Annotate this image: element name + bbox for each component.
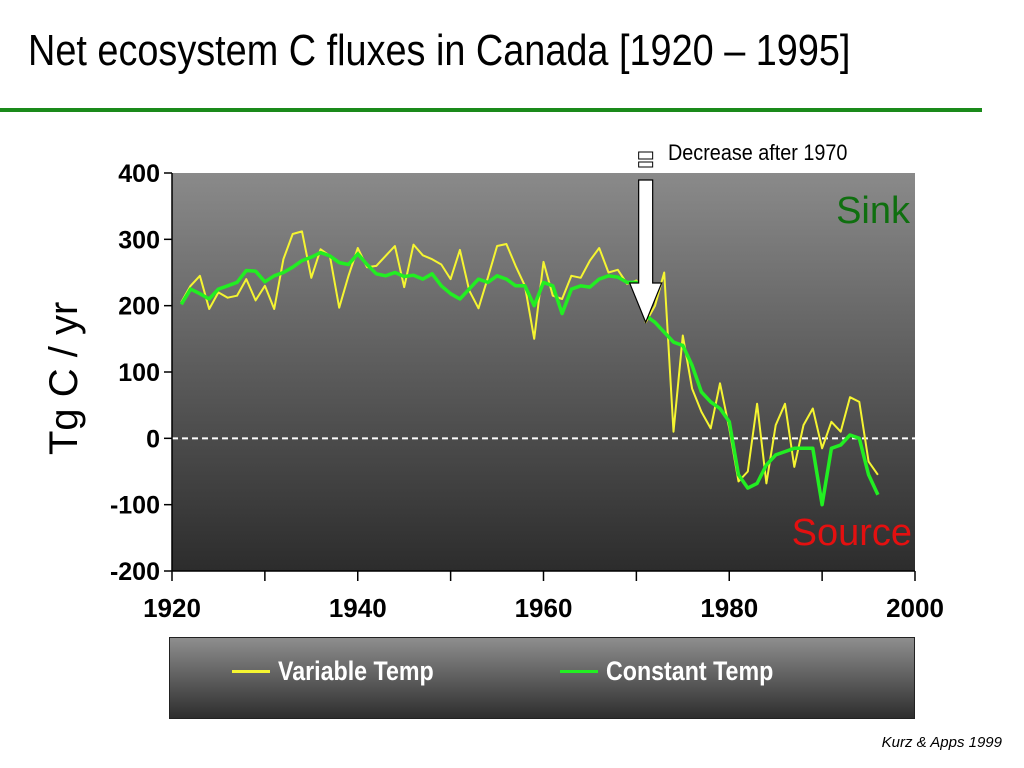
legend-swatch-variable-temp [232,670,270,673]
source-credit: Kurz & Apps 1999 [881,734,1002,751]
arrow-dash [638,161,654,168]
y-tick-label: 0 [146,425,160,453]
y-tick-label: -100 [110,492,160,520]
arrow-body [628,179,663,324]
x-axis: 1920 1940 1960 1980 2000 [143,571,944,623]
x-tick-label: 1960 [515,593,573,623]
x-tick-label: 1980 [700,593,758,623]
y-tick-label: 400 [118,160,160,188]
source-label: Source [791,512,912,554]
y-axis-label: Tg C / yr [42,301,86,455]
legend: Variable Temp Constant Temp [169,637,915,719]
plot-area [172,173,915,571]
sink-label: Sink [836,190,910,232]
series-layer [179,230,880,507]
x-tick-label: 1940 [329,593,387,623]
decrease-annotation: Decrease after 1970 [668,140,848,165]
y-axis: 400 300 200 100 0 -100 -200 [110,160,172,586]
slide-title: Net ecosystem C fluxes in Canada [1920 –… [28,26,851,75]
series-line-constant-temp [179,250,880,507]
legend-label-variable-temp: Variable Temp [278,656,434,686]
title-rule [0,108,982,112]
y-tick-label: -200 [110,558,160,586]
y-tick-label: 300 [118,226,160,254]
legend-swatch-constant-temp [560,670,598,673]
y-tick-label: 200 [118,293,160,321]
arrow-dash [638,151,654,160]
x-tick-label: 2000 [886,593,944,623]
legend-item-constant-temp: Constant Temp [560,656,801,687]
x-tick-label: 1920 [143,593,201,623]
decrease-arrow [628,151,663,324]
legend-label-constant-temp: Constant Temp [606,656,774,686]
y-tick-label: 100 [118,359,160,387]
legend-item-variable-temp: Variable Temp [232,656,459,687]
series-line-variable-temp [180,230,879,485]
